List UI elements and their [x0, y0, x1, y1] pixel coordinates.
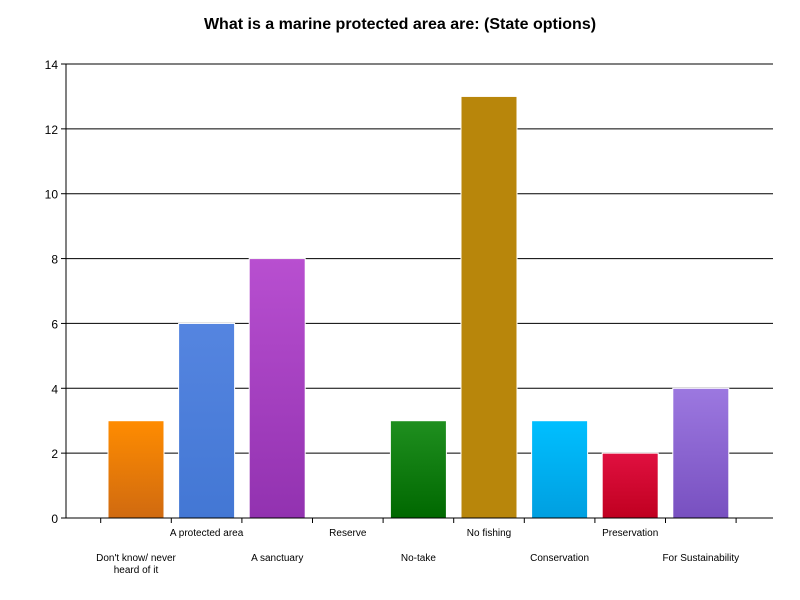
bar — [389, 420, 447, 519]
y-tick-label: 14 — [45, 58, 59, 72]
bars — [107, 95, 730, 519]
y-tick-label: 12 — [45, 123, 59, 137]
bar — [460, 95, 518, 519]
axes: 0 2 4 6 8 10 12 14 — [45, 58, 773, 526]
x-category-label: A sanctuary — [251, 553, 303, 564]
bar — [107, 420, 165, 519]
x-category-label: Don't know/ never heard of it — [96, 553, 176, 576]
y-tick-label: 10 — [45, 188, 59, 202]
x-category-label: For Sustainability — [662, 553, 739, 564]
category-labels: Don't know/ never heard of it A protected … — [96, 528, 739, 576]
y-tick-label: 2 — [51, 447, 58, 461]
x-category-label: A protected area — [170, 528, 244, 539]
y-tick-label: 8 — [51, 253, 58, 267]
y-tick-label: 6 — [51, 317, 58, 331]
gridlines — [66, 63, 773, 454]
chart-title: What is a marine protected area are: (St… — [203, 16, 597, 33]
bar — [248, 258, 306, 519]
bar — [178, 322, 236, 519]
x-category-label: No-take — [401, 553, 436, 564]
y-tick-label: 0 — [51, 512, 58, 526]
x-category-label: Conservation — [530, 553, 589, 564]
x-category-label: No fishing — [467, 528, 511, 539]
bar — [672, 387, 730, 519]
x-category-label: Reserve — [329, 528, 367, 539]
x-category-label: Preservation — [602, 528, 658, 539]
bar — [601, 452, 659, 519]
bar — [531, 420, 589, 519]
y-tick-label: 4 — [51, 382, 58, 396]
